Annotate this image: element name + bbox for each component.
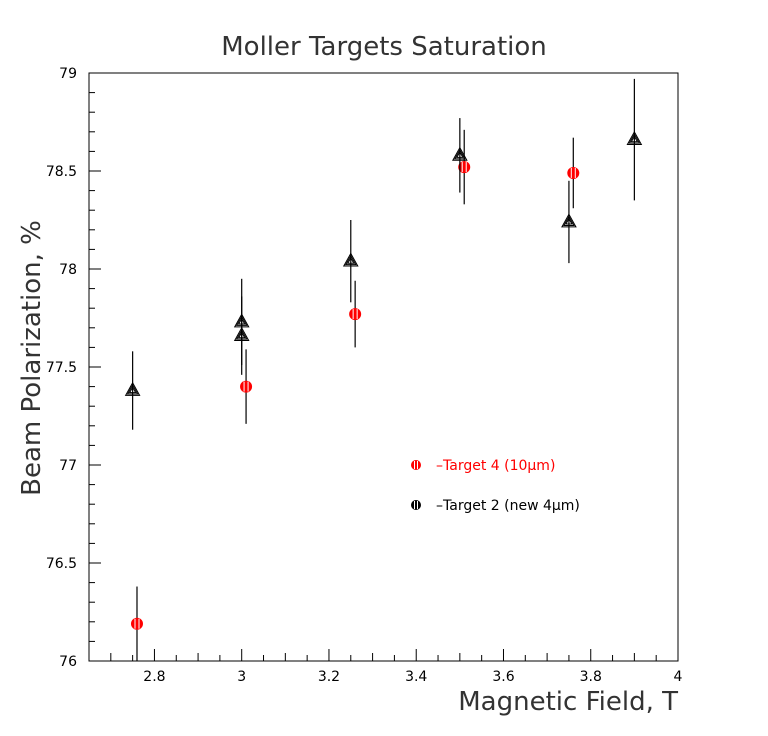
- data-point-triangle: [452, 146, 468, 161]
- chart-title: Moller Targets Saturation: [221, 32, 547, 62]
- y-axis-title: Beam Polarization, %: [17, 220, 47, 496]
- x-axis-title: Magnetic Field, T: [458, 687, 678, 717]
- data-point-circle: [240, 380, 253, 393]
- data-point-triangle: [626, 130, 643, 146]
- x-tick-label: 4: [674, 669, 683, 685]
- data-point-circle: [130, 617, 143, 630]
- x-tick-label: 3.2: [318, 669, 340, 685]
- y-tick-label: 79: [59, 66, 77, 82]
- legend-marker: [411, 500, 421, 510]
- x-tick-label: 3.4: [405, 669, 427, 685]
- data-point-circle: [567, 166, 580, 179]
- legend-label: –Target 2 (new 4μm): [436, 498, 580, 514]
- y-tick-label: 77.5: [46, 360, 77, 376]
- data-point-triangle: [561, 213, 577, 228]
- data-point-circle: [458, 161, 471, 174]
- y-tick-label: 76: [59, 654, 77, 670]
- legend-label: –Target 4 (10μm): [436, 458, 555, 474]
- data-layer: [124, 78, 643, 661]
- data-point-triangle: [124, 381, 141, 396]
- x-tick-label: 3.8: [580, 669, 602, 685]
- x-tick-label: 3: [237, 669, 246, 685]
- data-point-triangle: [342, 252, 359, 267]
- x-tick-label: 2.8: [143, 669, 165, 685]
- x-tick-label: 3.6: [492, 669, 514, 685]
- legend: –Target 4 (10μm) –Target 2 (new 4μm): [411, 458, 580, 514]
- y-tick-label: 77: [59, 458, 77, 474]
- axes: 2.8 3 3.2 3.4 3.6 3.8 4 76 76.5 77 77.5 78 78.5 79: [46, 66, 683, 685]
- legend-marker: [411, 460, 421, 470]
- data-point-triangle: [233, 326, 250, 342]
- y-tick-label: 78: [59, 262, 77, 278]
- plot-frame: [88, 72, 679, 662]
- data-point-circle: [349, 308, 362, 321]
- y-tick-label: 78.5: [46, 164, 77, 180]
- y-tick-label: 76.5: [46, 556, 77, 572]
